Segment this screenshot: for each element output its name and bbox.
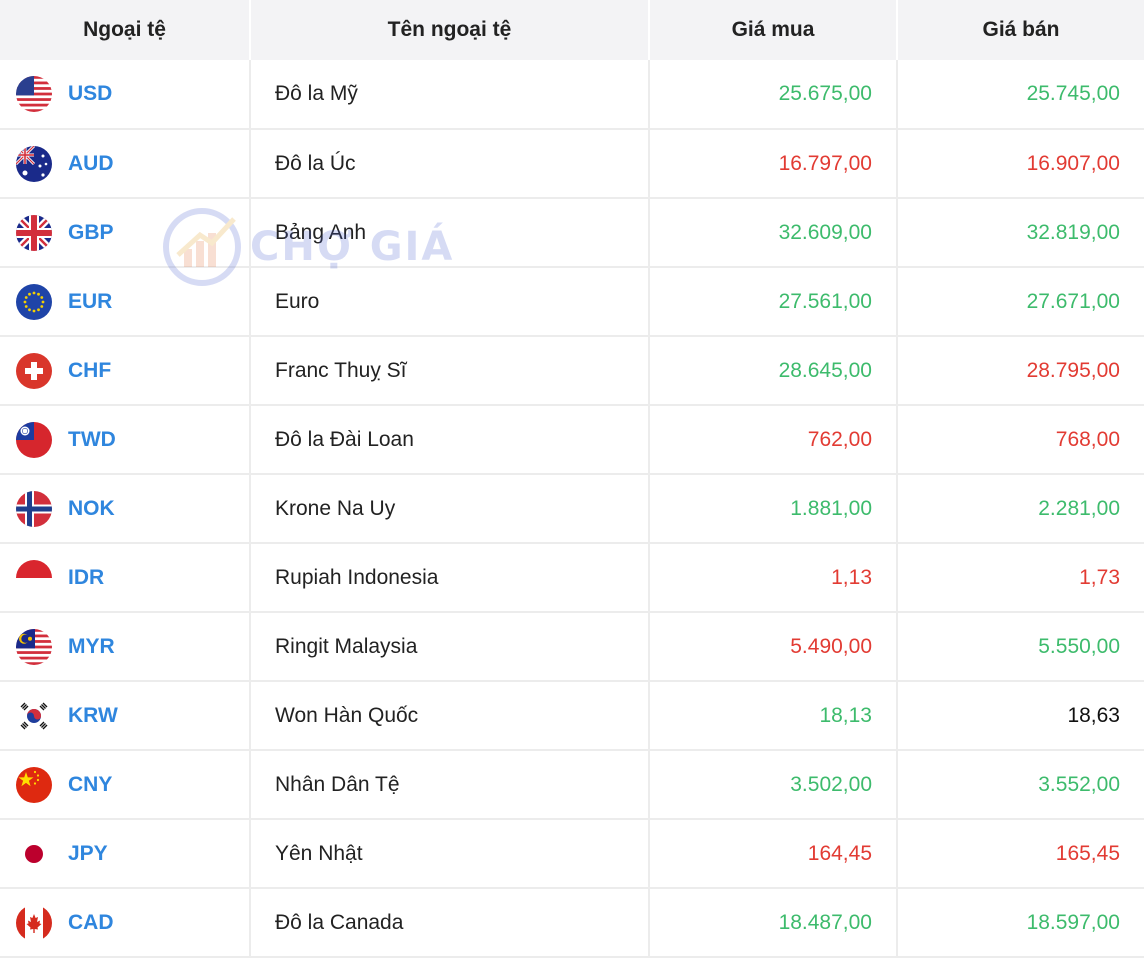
sell-price: 2.281,00 [897, 474, 1144, 544]
currency-code-cell: EUR [0, 267, 251, 337]
buy-price: 1,13 [649, 543, 898, 613]
currency-code[interactable]: EUR [68, 289, 113, 313]
currency-name: Rupiah Indonesia [250, 543, 650, 613]
table-row: GBP Bảng Anh 32.609,00 32.819,00 [0, 198, 1144, 268]
buy-price: 28.645,00 [649, 336, 898, 406]
table-row: MYR Ringit Malaysia 5.490,00 5.550,00 [0, 612, 1144, 682]
table-row: CAD Đô la Canada 18.487,00 18.597,00 [0, 888, 1144, 958]
table-row: TWD Đô la Đài Loan 762,00 768,00 [0, 405, 1144, 475]
currency-code[interactable]: NOK [68, 496, 115, 520]
header-buy-price: Giá mua [649, 0, 898, 60]
currency-code[interactable]: KRW [68, 703, 118, 727]
buy-price: 32.609,00 [649, 198, 898, 268]
currency-code-cell: CAD [0, 888, 251, 958]
header-sell-price: Giá bán [897, 0, 1144, 60]
buy-price: 18,13 [649, 681, 898, 751]
ch-flag-icon [16, 352, 52, 389]
currency-code[interactable]: AUD [68, 151, 114, 175]
header-currency-name: Tên ngoại tệ [250, 0, 650, 60]
header-currency-code: Ngoại tệ [0, 0, 251, 60]
kr-flag-icon [16, 697, 52, 734]
table-row: USD Đô la Mỹ 25.675,00 25.745,00 [0, 60, 1144, 130]
currency-code-cell: TWD [0, 405, 251, 475]
currency-code[interactable]: JPY [68, 841, 108, 865]
sell-price: 1,73 [897, 543, 1144, 613]
sell-price: 768,00 [897, 405, 1144, 475]
currency-name: Ringit Malaysia [250, 612, 650, 682]
gb-flag-icon [16, 214, 52, 251]
currency-code-cell: USD [0, 60, 251, 130]
ca-flag-icon [16, 904, 52, 941]
buy-price: 762,00 [649, 405, 898, 475]
currency-name: Yên Nhật [250, 819, 650, 889]
sell-price: 18,63 [897, 681, 1144, 751]
currency-code[interactable]: GBP [68, 220, 114, 244]
currency-code-cell: CNY [0, 750, 251, 820]
currency-name: Won Hàn Quốc [250, 681, 650, 751]
sell-price: 18.597,00 [897, 888, 1144, 958]
currency-code-cell: AUD [0, 129, 251, 199]
table-row: AUD Đô la Úc 16.797,00 16.907,00 [0, 129, 1144, 199]
currency-code-cell: KRW [0, 681, 251, 751]
table-header-row: Ngoại tệ Tên ngoại tệ Giá mua Giá bán [0, 0, 1144, 60]
currency-name: Bảng Anh [250, 198, 650, 268]
sell-price: 25.745,00 [897, 60, 1144, 130]
currency-code[interactable]: CAD [68, 910, 114, 934]
currency-code[interactable]: MYR [68, 634, 115, 658]
table-row: IDR Rupiah Indonesia 1,13 1,73 [0, 543, 1144, 613]
my-flag-icon [16, 628, 52, 665]
currency-name: Nhân Dân Tệ [250, 750, 650, 820]
currency-name: Đô la Đài Loan [250, 405, 650, 475]
buy-price: 3.502,00 [649, 750, 898, 820]
sell-price: 32.819,00 [897, 198, 1144, 268]
au-flag-icon [16, 145, 52, 182]
currency-code[interactable]: IDR [68, 565, 105, 589]
currency-code-cell: CHF [0, 336, 251, 406]
currency-code[interactable]: USD [68, 82, 113, 105]
currency-name: Đô la Mỹ [250, 60, 650, 130]
table-row: NOK Krone Na Uy 1.881,00 2.281,00 [0, 474, 1144, 544]
buy-price: 25.675,00 [649, 60, 898, 130]
table-row: CHF Franc Thuỵ Sĩ 28.645,00 28.795,00 [0, 336, 1144, 406]
currency-name: Đô la Úc [250, 129, 650, 199]
sell-price: 5.550,00 [897, 612, 1144, 682]
buy-price: 27.561,00 [649, 267, 898, 337]
eu-flag-icon [16, 283, 52, 320]
currency-code-cell: JPY [0, 819, 251, 889]
sell-price: 3.552,00 [897, 750, 1144, 820]
cn-flag-icon [16, 766, 52, 803]
tw-flag-icon [16, 421, 52, 458]
us-flag-icon [16, 76, 52, 112]
currency-code-cell: MYR [0, 612, 251, 682]
jp-flag-icon [16, 835, 52, 872]
no-flag-icon [16, 490, 52, 527]
sell-price: 165,45 [897, 819, 1144, 889]
currency-code-cell: NOK [0, 474, 251, 544]
currency-name: Euro [250, 267, 650, 337]
currency-name: Krone Na Uy [250, 474, 650, 544]
currency-name: Đô la Canada [250, 888, 650, 958]
currency-code[interactable]: CNY [68, 772, 113, 796]
sell-price: 28.795,00 [897, 336, 1144, 406]
buy-price: 18.487,00 [649, 888, 898, 958]
buy-price: 164,45 [649, 819, 898, 889]
currency-name: Franc Thuỵ Sĩ [250, 336, 650, 406]
table-row: JPY Yên Nhật 164,45 165,45 [0, 819, 1144, 889]
buy-price: 5.490,00 [649, 612, 898, 682]
currency-code[interactable]: CHF [68, 358, 112, 382]
table-row: CNY Nhân Dân Tệ 3.502,00 3.552,00 [0, 750, 1144, 820]
table-row: KRW Won Hàn Quốc 18,13 18,63 [0, 681, 1144, 751]
table-row: EUR Euro 27.561,00 27.671,00 [0, 267, 1144, 337]
id-flag-icon [16, 559, 52, 596]
currency-code[interactable]: TWD [68, 427, 116, 451]
sell-price: 27.671,00 [897, 267, 1144, 337]
buy-price: 1.881,00 [649, 474, 898, 544]
currency-code-cell: GBP [0, 198, 251, 268]
buy-price: 16.797,00 [649, 129, 898, 199]
currency-code-cell: IDR [0, 543, 251, 613]
sell-price: 16.907,00 [897, 129, 1144, 199]
